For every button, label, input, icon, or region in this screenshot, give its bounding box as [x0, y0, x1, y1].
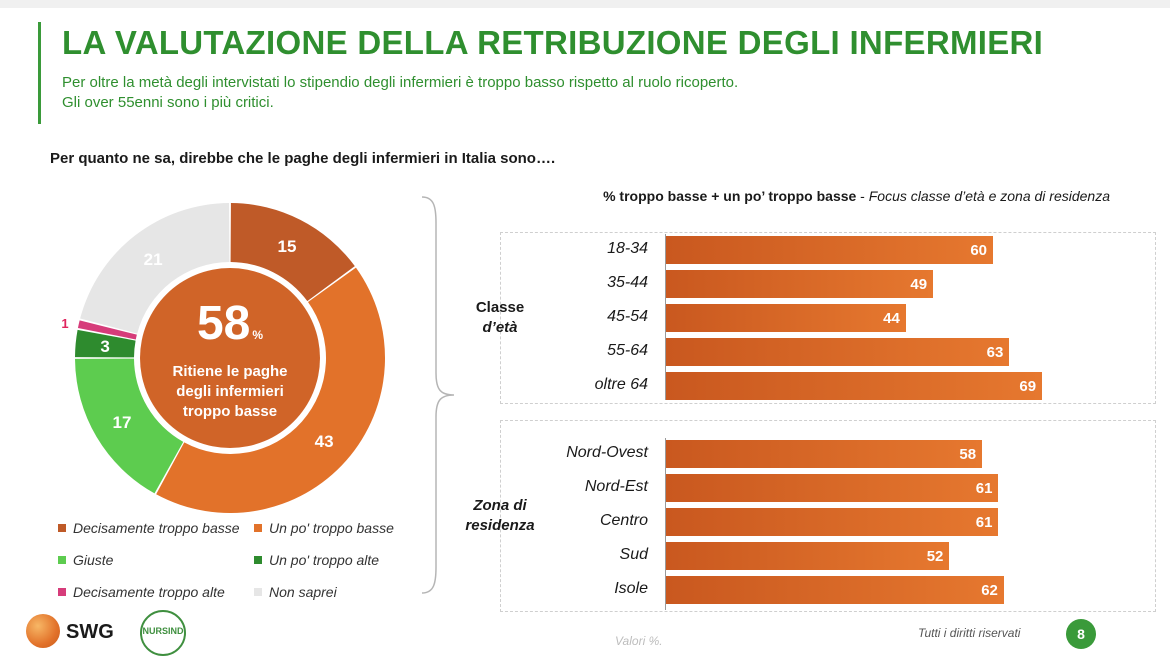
- title-accent-rule: [38, 22, 41, 124]
- bar-category-label-6: Nord-Est: [584, 478, 648, 495]
- bar-value-label-9: 62: [981, 582, 998, 599]
- bar-0: [666, 236, 993, 264]
- page-number: 8: [1066, 619, 1096, 649]
- donut-slice-4: [77, 320, 137, 340]
- group-label-zone: Zona di residenza: [460, 496, 540, 536]
- bar-value-label-4: 69: [1019, 378, 1037, 395]
- group-label-age: Classe d’età: [466, 298, 534, 338]
- legend-label-2: Giuste: [73, 552, 114, 568]
- rights-reserved: Tutti i diritti riservati: [918, 626, 1021, 640]
- bar-title-italic: Focus classe d’età e zona di residenza: [868, 188, 1110, 204]
- values-note: Valori %.: [615, 634, 663, 648]
- bar-category-label-1: 35-44: [607, 274, 648, 291]
- bar-category-label-9: Isole: [614, 580, 648, 597]
- bar-category-label-5: Nord-Ovest: [566, 444, 648, 461]
- bar-value-label-6: 61: [975, 480, 993, 497]
- legend-item-2: Giuste: [58, 552, 113, 568]
- page-title: LA VALUTAZIONE DELLA RETRIBUZIONE DEGLI …: [62, 24, 1044, 61]
- group-box-age: [500, 232, 1156, 404]
- bar-2: [666, 304, 906, 332]
- legend-label-1: Un po' troppo basse: [269, 520, 394, 536]
- donut-slice-0: [230, 203, 355, 302]
- bar-category-label-3: 55-64: [607, 342, 648, 359]
- donut-slice-1: [156, 267, 385, 513]
- bar-value-label-0: 60: [970, 242, 987, 259]
- group-box-zone: [500, 420, 1156, 612]
- donut-label-5: 21: [144, 250, 163, 269]
- bar-category-label-0: 18-34: [607, 240, 648, 257]
- bar-4: [666, 372, 1043, 400]
- bar-value-label-2: 44: [883, 310, 900, 327]
- legend-label-4: Decisamente troppo alte: [73, 584, 225, 600]
- donut-label-2: 17: [113, 413, 132, 432]
- bar-title-sep: -: [856, 188, 869, 204]
- legend-item-0: Decisamente troppo basse: [58, 520, 240, 536]
- legend-item-3: Un po' troppo alte: [254, 552, 379, 568]
- bar-title-bold: % troppo basse + un po’ troppo basse: [603, 188, 857, 204]
- bar-value-label-7: 61: [975, 514, 993, 531]
- bar-1: [666, 270, 934, 298]
- donut-label-4: 1: [61, 316, 68, 331]
- subtitle-line-1: Per oltre la metà degli intervistati lo …: [62, 74, 739, 91]
- donut-slice-2: [75, 358, 184, 494]
- nursind-logo-text: NURSIND: [142, 626, 184, 636]
- donut-label-1: 43: [315, 432, 334, 451]
- curly-brace: [421, 196, 455, 594]
- axis-line-zone: [665, 438, 666, 610]
- bar-7: [666, 508, 999, 536]
- top-bar: [0, 0, 1170, 8]
- legend-swatch-2: [58, 556, 66, 564]
- legend-swatch-1: [254, 524, 262, 532]
- group-label-age-line2: d’età: [482, 319, 518, 336]
- bar-category-label-7: Centro: [599, 512, 648, 529]
- survey-question: Per quanto ne sa, direbbe che le paghe d…: [50, 150, 556, 167]
- donut-slice-3: [75, 329, 136, 358]
- legend-swatch-3: [254, 556, 262, 564]
- subtitle: Per oltre la metà degli intervistati lo …: [62, 73, 738, 113]
- donut-slice-5: [80, 203, 230, 334]
- group-label-zone-line1: Zona di: [473, 497, 527, 514]
- donut-center-disc: [140, 268, 320, 448]
- legend-label-0: Decisamente troppo basse: [73, 520, 240, 536]
- bar-value-label-8: 52: [926, 548, 944, 565]
- donut-label-3: 3: [100, 337, 109, 356]
- swg-logo-icon: [26, 614, 60, 648]
- bar-value-label-1: 49: [910, 276, 928, 293]
- bar-9: [666, 576, 1004, 604]
- nursind-logo: NURSIND: [140, 610, 186, 656]
- bar-3: [666, 338, 1010, 366]
- legend-item-4: Decisamente troppo alte: [58, 584, 225, 600]
- bar-5: [666, 440, 983, 468]
- legend-swatch-4: [58, 588, 66, 596]
- swg-logo-text: SWG: [66, 621, 114, 643]
- legend-item-5: Non saprei: [254, 584, 337, 600]
- group-label-age-line1: Classe: [475, 299, 525, 316]
- donut-label-0: 15: [278, 237, 297, 256]
- bar-value-label-3: 63: [986, 344, 1004, 361]
- group-label-zone-line2: residenza: [465, 517, 535, 534]
- bar-category-label-2: 45-54: [607, 308, 648, 325]
- bar-8: [666, 542, 950, 570]
- legend-label-5: Non saprei: [269, 584, 337, 600]
- bar-category-label-4: oltre 64: [594, 376, 648, 393]
- donut-chart: 15 43 17 3 1 21 58% Ritiene le paghe degli in…: [61, 198, 390, 518]
- bar-6: [666, 474, 999, 502]
- bar-category-label-8: Sud: [619, 546, 648, 563]
- subtitle-line-2: Gli over 55enni sono i più critici.: [62, 94, 274, 111]
- bar-chart-title: % troppo basse + un po’ troppo basse - F…: [470, 188, 1110, 204]
- axis-line-age: [665, 234, 666, 400]
- legend-label-3: Un po' troppo alte: [269, 552, 380, 568]
- bar-value-label-5: 58: [959, 446, 977, 463]
- legend-swatch-0: [58, 524, 66, 532]
- legend-item-1: Un po' troppo basse: [254, 520, 394, 536]
- legend-swatch-5: [254, 588, 262, 596]
- donut-svg: 15 43 17 3 1 21: [61, 203, 385, 513]
